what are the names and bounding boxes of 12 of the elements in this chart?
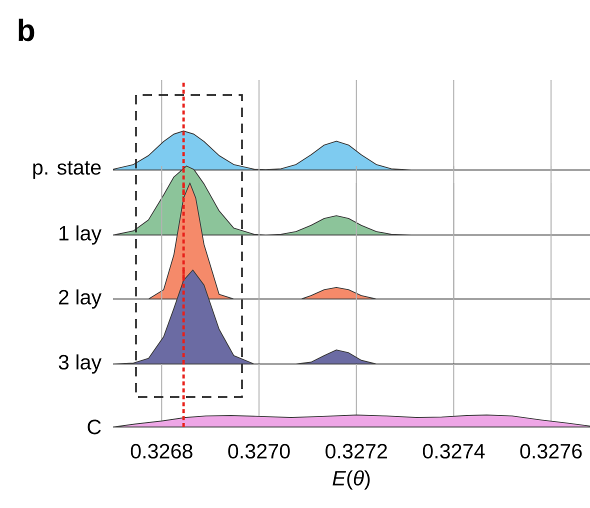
x-tick-label: 0.3272 [326, 444, 387, 459]
y-axis-title: p. state [33, 161, 101, 179]
x-tick-label: 0.3274 [422, 444, 485, 459]
y-axis-title: C [88, 420, 101, 434]
x-tick-label: 0.3270 [228, 444, 290, 459]
y-axis-title: 1 lay [60, 225, 102, 245]
y-axis-title: 2 lay [59, 289, 102, 309]
chart-title: b [18, 18, 34, 42]
x-tick-label: 0.3276 [520, 444, 582, 459]
x-tick-label: 0.3268 [130, 444, 192, 459]
y-axis-title: 3 lay [58, 354, 102, 374]
x-axis-title: E(θ) [332, 470, 370, 490]
